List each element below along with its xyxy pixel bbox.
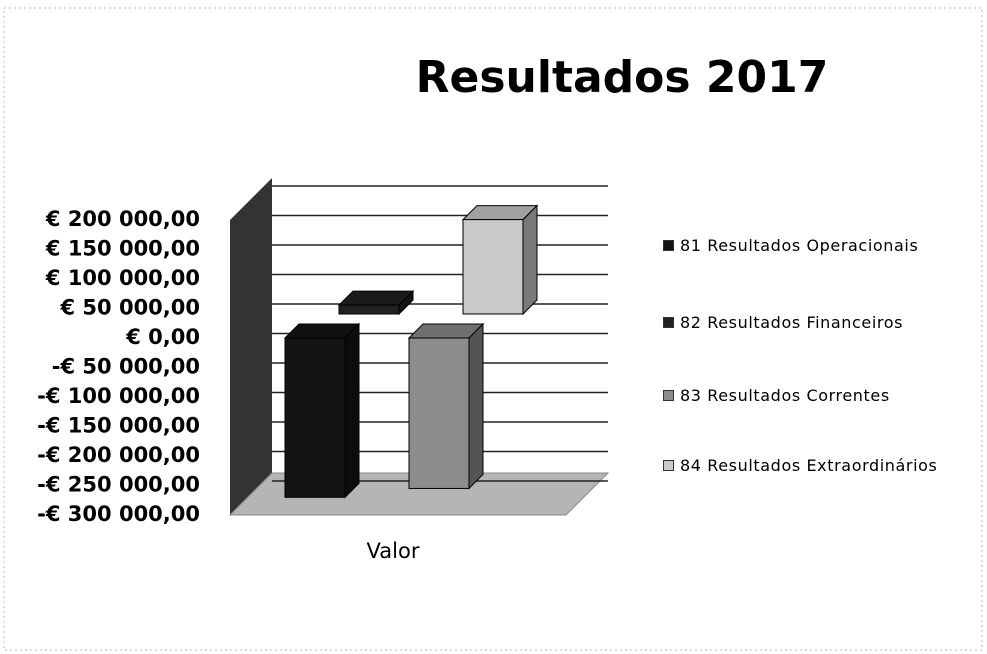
bar-group (337, 289, 415, 316)
x-tick-label: Valor (367, 539, 420, 563)
legend-item: 84 Resultados Extraordinários (663, 454, 968, 478)
bar-side (468, 322, 484, 490)
legend-swatch (663, 460, 674, 471)
legend-swatch (663, 240, 674, 251)
legend-item: 83 Resultados Correntes (663, 384, 968, 408)
y-tick-label: € 50 000,00 (60, 296, 201, 320)
legend-item: 82 Resultados Financeiros (663, 311, 968, 335)
bar (462, 219, 524, 315)
bar-group (283, 322, 361, 499)
legend-swatch (663, 317, 674, 328)
y-tick-label: € 0,00 (125, 325, 200, 349)
y-tick-label: -€ 50 000,00 (52, 355, 200, 379)
legend-label: 83 Resultados Correntes (680, 386, 890, 405)
y-tick-label: -€ 300 000,00 (37, 502, 200, 526)
legend-label: 81 Resultados Operacionais (680, 236, 919, 255)
chart-title: Resultados 2017 (416, 52, 829, 103)
bar-side (344, 322, 360, 499)
y-tick-label: € 150 000,00 (45, 237, 200, 261)
y-tick-label: -€ 200 000,00 (37, 443, 200, 467)
bar-group (407, 322, 485, 490)
legend-item: 81 Resultados Operacionais (663, 234, 968, 258)
legend-label: 82 Resultados Financeiros (680, 313, 904, 332)
legend-swatch (663, 390, 674, 401)
y-tick-label: -€ 150 000,00 (37, 414, 200, 438)
y-tick-label: € 200 000,00 (45, 207, 200, 231)
legend-label: 84 Resultados Extraordinários (680, 456, 938, 475)
bar-side (522, 204, 538, 316)
back-wall (230, 178, 272, 515)
bar (284, 337, 346, 498)
y-tick-label: -€ 250 000,00 (37, 473, 200, 497)
y-tick-label: -€ 100 000,00 (37, 384, 200, 408)
y-tick-label: € 100 000,00 (45, 266, 200, 290)
bar-group (461, 204, 539, 316)
bar (338, 304, 400, 315)
bar (408, 337, 470, 489)
